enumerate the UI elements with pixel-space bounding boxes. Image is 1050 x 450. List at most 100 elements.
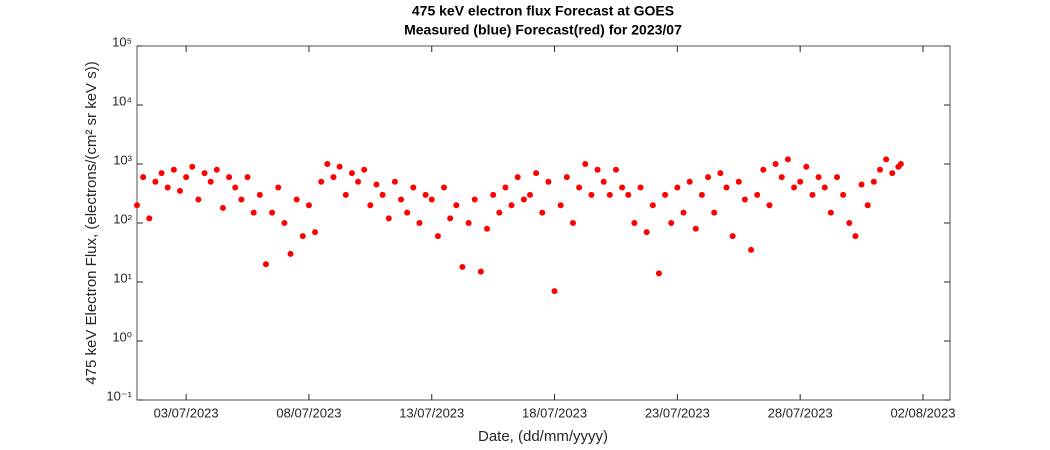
data-point	[213, 166, 220, 173]
data-point	[348, 170, 355, 177]
x-axis-label: Date, (dd/mm/yyyy)	[478, 428, 608, 445]
data-point	[342, 191, 349, 198]
data-point	[170, 166, 177, 173]
data-point	[766, 202, 773, 209]
data-point	[791, 184, 798, 191]
data-point	[453, 202, 460, 209]
data-point	[324, 161, 331, 167]
data-point	[275, 184, 282, 191]
data-point	[416, 220, 423, 226]
y-tick-label: 10⁵	[112, 34, 132, 49]
data-point	[471, 196, 478, 203]
data-point	[361, 166, 368, 173]
y-tick-label: 10⁰	[112, 329, 132, 344]
data-point	[312, 229, 319, 236]
data-point	[594, 166, 601, 173]
data-point	[821, 184, 828, 191]
data-point	[152, 178, 159, 185]
data-point	[526, 191, 533, 198]
data-point	[754, 191, 761, 198]
data-point	[576, 184, 583, 191]
data-point	[318, 178, 325, 185]
data-point	[477, 268, 484, 275]
data-point	[834, 174, 841, 181]
y-tick-label: 10³	[113, 152, 132, 167]
data-point	[643, 229, 650, 236]
data-point	[711, 209, 718, 216]
data-point	[784, 156, 791, 163]
data-point	[729, 233, 736, 240]
data-point	[883, 156, 890, 163]
data-point	[600, 178, 607, 185]
data-point	[520, 196, 527, 203]
data-point	[195, 196, 202, 203]
data-point	[741, 196, 748, 203]
data-point	[287, 250, 294, 257]
data-point	[557, 202, 564, 209]
data-point	[164, 184, 171, 191]
data-point	[686, 178, 693, 185]
data-point	[797, 178, 804, 185]
data-point	[625, 191, 632, 198]
x-tick-label: 28/07/2023	[768, 405, 833, 420]
data-point	[189, 163, 196, 170]
x-tick-label: 13/07/2023	[399, 405, 464, 420]
data-point	[533, 170, 540, 177]
data-point	[717, 170, 724, 177]
data-point	[760, 166, 767, 173]
data-point	[508, 202, 515, 209]
data-point	[176, 187, 183, 194]
data-point	[391, 178, 398, 185]
data-point	[219, 204, 226, 211]
data-point	[569, 220, 576, 226]
data-point	[250, 209, 257, 216]
y-tick-label: 10⁴	[112, 93, 132, 108]
data-point	[876, 166, 883, 173]
data-point	[619, 184, 626, 191]
data-point	[140, 174, 147, 181]
data-point	[582, 161, 589, 167]
data-point	[410, 184, 417, 191]
data-point	[201, 170, 208, 177]
y-tick-label: 10²	[113, 211, 132, 226]
y-tick-label: 10⁻¹	[106, 388, 132, 403]
data-point	[563, 174, 570, 181]
data-point	[778, 174, 785, 181]
data-point	[809, 191, 816, 198]
data-point	[514, 174, 521, 181]
data-point	[858, 181, 865, 188]
data-point	[496, 209, 503, 216]
data-point	[244, 174, 251, 181]
chart-subtitle: Measured (blue) Forecast(red) for 2023/0…	[404, 22, 682, 38]
x-tick-label: 18/07/2023	[522, 405, 587, 420]
data-point	[662, 191, 669, 198]
data-point	[484, 225, 491, 232]
data-point	[674, 184, 681, 191]
data-point	[637, 184, 644, 191]
data-point	[441, 184, 448, 191]
data-point	[772, 161, 779, 167]
x-tick-label: 08/07/2023	[276, 405, 341, 420]
data-point	[698, 191, 705, 198]
data-point	[232, 184, 239, 191]
data-point	[146, 215, 153, 222]
data-point	[398, 196, 405, 203]
data-point	[846, 220, 853, 226]
data-point	[827, 209, 834, 216]
data-point	[612, 166, 619, 173]
data-point	[545, 178, 552, 185]
data-point	[428, 196, 435, 203]
data-point	[631, 220, 638, 226]
data-point	[281, 220, 288, 226]
data-point	[551, 288, 558, 295]
data-point	[840, 191, 847, 198]
data-point	[262, 261, 269, 268]
data-point	[735, 178, 742, 185]
data-point	[490, 191, 497, 198]
data-point	[649, 202, 656, 209]
data-point	[134, 202, 140, 209]
data-point	[870, 178, 877, 185]
data-point	[404, 209, 411, 216]
data-point	[459, 263, 466, 270]
